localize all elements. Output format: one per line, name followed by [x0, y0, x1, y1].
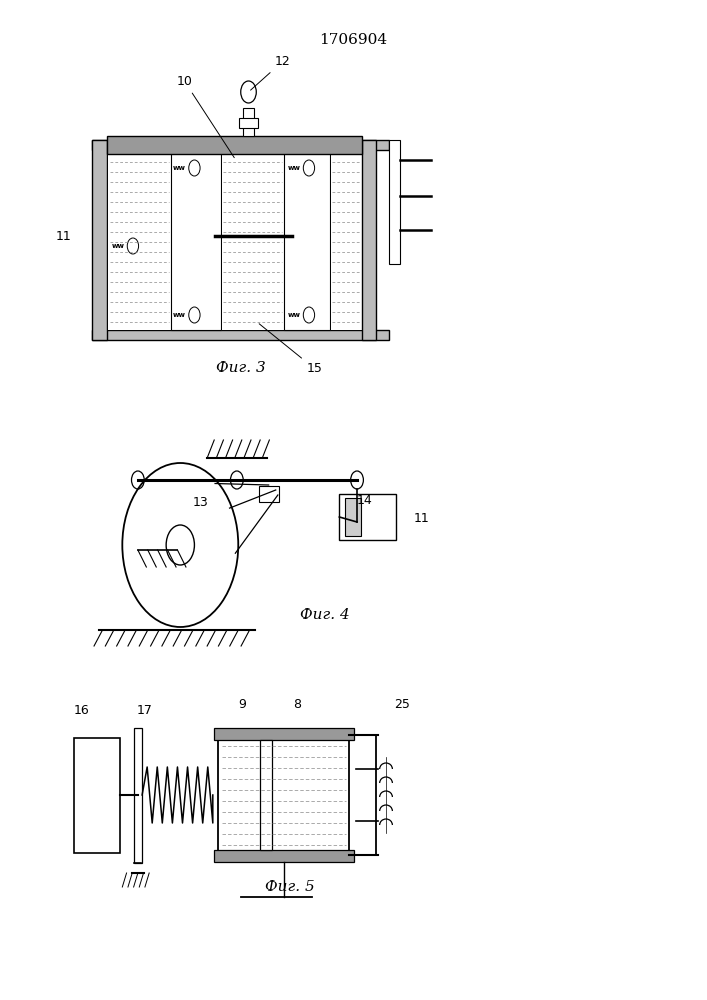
- Text: 11: 11: [56, 230, 71, 242]
- Bar: [134, 728, 142, 863]
- Bar: [107, 136, 362, 154]
- Bar: [218, 735, 349, 855]
- Text: ww: ww: [112, 243, 124, 249]
- Bar: [330, 150, 362, 330]
- Bar: [221, 150, 284, 330]
- Bar: [74, 738, 120, 853]
- Bar: [214, 728, 354, 740]
- Bar: [345, 498, 361, 536]
- Text: 12: 12: [250, 55, 291, 90]
- Bar: [92, 140, 107, 340]
- Text: ww: ww: [288, 312, 300, 318]
- Text: 1706904: 1706904: [320, 33, 387, 47]
- Text: 14: 14: [357, 493, 373, 506]
- Text: Фиг. 4: Фиг. 4: [300, 608, 350, 622]
- Circle shape: [166, 525, 194, 565]
- Bar: [92, 140, 389, 150]
- Bar: [107, 150, 171, 330]
- Text: 11: 11: [414, 512, 429, 524]
- Text: 10: 10: [177, 75, 234, 158]
- Bar: [239, 118, 259, 128]
- Bar: [171, 150, 221, 330]
- Text: 17: 17: [137, 704, 153, 716]
- Text: 15: 15: [259, 324, 322, 375]
- Bar: [214, 850, 354, 862]
- Text: ww: ww: [173, 312, 186, 318]
- Text: Фиг. 3: Фиг. 3: [216, 361, 265, 375]
- Text: 8: 8: [293, 698, 301, 712]
- Text: 16: 16: [74, 704, 89, 716]
- Text: Фиг. 5: Фиг. 5: [265, 880, 315, 894]
- Bar: [259, 486, 279, 502]
- Bar: [362, 140, 376, 340]
- Circle shape: [122, 463, 238, 627]
- Bar: [389, 140, 400, 264]
- Text: ww: ww: [173, 165, 186, 171]
- Bar: [260, 740, 271, 850]
- Bar: [339, 494, 396, 540]
- Text: 9: 9: [238, 698, 246, 712]
- Text: 13: 13: [193, 496, 209, 510]
- Bar: [92, 330, 389, 340]
- Bar: [284, 150, 330, 330]
- Bar: [243, 108, 255, 136]
- Text: 25: 25: [394, 698, 409, 712]
- Text: ww: ww: [288, 165, 300, 171]
